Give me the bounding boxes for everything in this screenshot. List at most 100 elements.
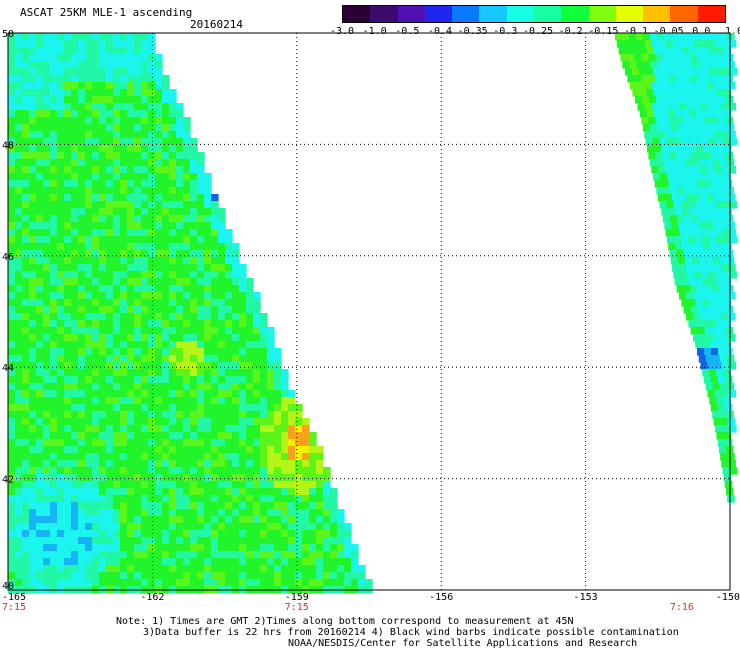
swath-cell — [99, 285, 107, 293]
swath-cell — [204, 215, 212, 223]
swath-cell — [211, 404, 219, 412]
swath-cell — [666, 201, 675, 209]
swath-cell — [22, 320, 30, 328]
swath-cell — [120, 439, 128, 447]
swath-cell — [127, 425, 135, 433]
swath-cell — [197, 439, 205, 447]
swath-cell — [162, 558, 170, 566]
swath-cell — [176, 320, 184, 328]
swath-cell — [190, 362, 198, 370]
swath-cell — [113, 131, 121, 139]
swath-cell — [183, 453, 191, 461]
swath-cell — [707, 229, 716, 237]
swath-cell — [711, 348, 719, 356]
swath-cell — [204, 243, 212, 251]
swath-cell — [29, 229, 37, 237]
swath-cell — [631, 68, 640, 76]
swath-cell — [232, 432, 240, 440]
swath-cell — [141, 453, 149, 461]
swath-cell — [197, 411, 205, 419]
swath-cell — [330, 558, 338, 566]
swath-cell — [232, 453, 240, 461]
swath-cell — [113, 285, 121, 293]
swath-cell — [36, 138, 44, 146]
swath-cell — [127, 103, 135, 111]
swath-cell — [155, 460, 163, 468]
swath-cell — [686, 103, 695, 111]
swath-cell — [50, 278, 58, 286]
swath-cell — [134, 327, 142, 335]
swath-cell — [183, 467, 191, 475]
swath-cell — [169, 376, 177, 384]
swath-cell — [253, 355, 261, 363]
swath-cell — [148, 369, 156, 377]
swath-cell — [729, 425, 737, 433]
swath-cell — [316, 544, 324, 552]
swath-cell — [281, 579, 289, 587]
swath-cell — [92, 530, 100, 538]
swath-cell — [274, 544, 282, 552]
swath-cell — [113, 397, 121, 405]
swath-cell — [120, 47, 128, 55]
swath-cell — [127, 390, 135, 398]
swath-cell — [700, 292, 708, 300]
swath-cell — [106, 397, 114, 405]
swath-cell — [148, 215, 156, 223]
swath-cell — [22, 334, 30, 342]
swath-cell — [141, 467, 149, 475]
swath-cell — [99, 390, 107, 398]
swath-cell — [709, 47, 718, 55]
swath-cell — [78, 362, 86, 370]
swath-cell — [127, 446, 135, 454]
swath-cell — [691, 124, 700, 132]
swath-cell — [36, 250, 44, 258]
swath-cell — [43, 208, 51, 216]
swath-cell — [78, 40, 86, 48]
swath-cell — [127, 145, 135, 153]
swath-cell — [183, 558, 191, 566]
swath-cell — [197, 152, 205, 160]
swath-cell — [50, 341, 58, 349]
swath-cell — [50, 250, 58, 258]
swath-cell — [632, 47, 641, 55]
swath-cell — [64, 544, 72, 552]
swath-cell — [162, 495, 170, 503]
swath-cell — [197, 362, 205, 370]
swath-cell — [281, 453, 289, 461]
swath-cell — [690, 152, 698, 160]
swath-cell — [703, 110, 711, 118]
swath-cell — [702, 278, 711, 286]
swath-cell — [204, 425, 212, 433]
swath-cell — [127, 453, 135, 461]
swath-cell — [8, 376, 16, 384]
swath-cell — [729, 271, 737, 279]
swath-cell — [302, 418, 310, 426]
swath-cell — [714, 390, 723, 398]
swath-cell — [724, 404, 733, 412]
swath-cell — [71, 334, 79, 342]
swath-cell — [337, 551, 345, 559]
swath-cell — [134, 306, 142, 314]
swath-cell — [141, 544, 149, 552]
swath-cell — [78, 432, 86, 440]
swath-cell — [323, 516, 331, 524]
swath-cell — [127, 369, 135, 377]
swath-cell — [674, 89, 683, 97]
swath-cell — [43, 61, 51, 69]
swath-cell — [722, 467, 731, 475]
swath-cell — [232, 572, 240, 580]
swath-cell — [64, 502, 72, 510]
swath-cell — [8, 117, 16, 125]
swath-cell — [638, 68, 647, 76]
swath-cell — [127, 327, 135, 335]
swath-cell — [85, 271, 93, 279]
swath-cell — [43, 292, 51, 300]
swath-cell — [71, 110, 79, 118]
swath-cell — [176, 152, 184, 160]
swath-cell — [78, 446, 86, 454]
swath-cell — [702, 89, 711, 97]
swath-cell — [50, 530, 58, 538]
swath-cell — [71, 152, 79, 160]
swath-cell — [694, 271, 702, 279]
swath-cell — [148, 68, 156, 76]
